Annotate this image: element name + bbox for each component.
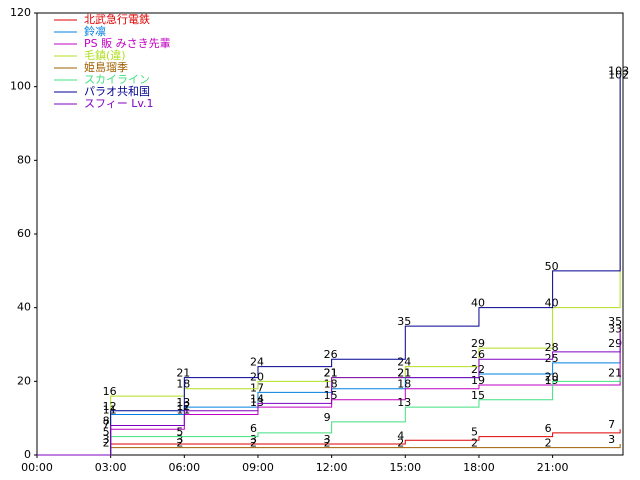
value-label: 4 <box>397 429 404 442</box>
legend-label: PS 販 みさき先輩 <box>84 36 171 50</box>
y-tick-label: 120 <box>10 6 31 19</box>
y-tick-label: 80 <box>17 153 31 166</box>
value-label: 3 <box>324 433 331 446</box>
value-label: 14 <box>250 392 264 405</box>
value-label: 3 <box>608 433 615 446</box>
y-tick-label: 60 <box>17 227 31 240</box>
y-tick-label: 100 <box>10 80 31 93</box>
value-label: 7 <box>608 418 615 431</box>
value-label: 26 <box>324 348 338 361</box>
legend-label: パラオ共和国 <box>84 85 150 98</box>
value-label: 2 <box>324 437 331 450</box>
value-label: 20 <box>545 370 559 383</box>
value-label: 2 <box>545 437 552 450</box>
series-line <box>37 75 621 456</box>
value-label: 13 <box>250 396 264 409</box>
value-label: 18 <box>397 378 411 391</box>
series-line <box>37 333 621 456</box>
y-tick-label: 0 <box>24 448 31 461</box>
x-tick-label: 06:00 <box>168 461 200 474</box>
value-label: 12 <box>176 400 190 413</box>
value-label: 5 <box>176 426 183 439</box>
value-label: 21 <box>324 367 338 380</box>
value-label: 21 <box>176 367 190 380</box>
value-label: 5 <box>103 426 110 439</box>
x-tick-label: 03:00 <box>95 461 127 474</box>
value-label: 40 <box>471 297 485 310</box>
legend-label: 鈴凛 <box>84 24 106 38</box>
value-label: 3 <box>176 433 183 446</box>
value-label: 6 <box>250 422 257 435</box>
value-label: 3 <box>103 433 110 446</box>
x-tick-label: 15:00 <box>389 461 421 474</box>
value-label: 13 <box>176 396 190 409</box>
value-label: 5 <box>471 426 478 439</box>
value-label: 6 <box>545 422 552 435</box>
value-label: 8 <box>103 415 110 428</box>
value-label: 15 <box>324 389 338 402</box>
x-tick-label: 21:00 <box>537 461 569 474</box>
x-tick-label: 09:00 <box>242 461 274 474</box>
value-label: 50 <box>545 260 559 273</box>
value-label: 103 <box>608 65 629 78</box>
value-label: 2 <box>176 437 183 450</box>
value-label: 21 <box>608 367 622 380</box>
x-tick-label: 18:00 <box>463 461 495 474</box>
value-label: 21 <box>324 367 338 380</box>
legend-label: 毛鎮(違) <box>84 48 126 62</box>
value-label: 11 <box>103 403 117 416</box>
legend-label: スフィー Lv.1 <box>84 97 154 110</box>
legend-label: 姫島瑠季 <box>84 60 128 74</box>
value-label: 19 <box>545 374 559 387</box>
value-label: 29 <box>471 337 485 350</box>
value-label: 9 <box>324 411 331 424</box>
value-label: 25 <box>545 352 559 365</box>
value-label: 35 <box>608 315 622 328</box>
value-label: 2 <box>397 437 404 450</box>
value-label: 35 <box>397 315 411 328</box>
value-label: 28 <box>545 341 559 354</box>
value-label: 18 <box>176 378 190 391</box>
value-label: 2 <box>471 437 478 450</box>
value-label: 102 <box>608 68 629 81</box>
value-label: 3 <box>250 433 257 446</box>
value-label: 19 <box>471 374 485 387</box>
value-label: 2 <box>103 437 110 450</box>
value-label: 13 <box>397 396 411 409</box>
value-label: 20 <box>250 370 264 383</box>
value-label: 12 <box>103 400 117 413</box>
x-tick-label: 12:00 <box>316 461 348 474</box>
value-label: 7 <box>103 418 110 431</box>
value-label: 24 <box>250 356 264 369</box>
value-label: 11 <box>176 403 190 416</box>
value-label: 15 <box>471 389 485 402</box>
series-line <box>37 377 621 456</box>
value-label: 2 <box>250 437 257 450</box>
value-label: 33 <box>608 322 622 335</box>
series-line <box>37 429 621 456</box>
y-tick-label: 40 <box>17 301 31 314</box>
value-label: 21 <box>397 367 411 380</box>
x-tick-label: 00:00 <box>21 461 53 474</box>
value-label: 21 <box>397 367 411 380</box>
value-label: 16 <box>103 385 117 398</box>
value-label: 17 <box>250 381 264 394</box>
value-label: 40 <box>545 297 559 310</box>
value-label: 29 <box>608 337 622 350</box>
value-label: 26 <box>471 348 485 361</box>
legend-label: スカイライン <box>84 73 150 86</box>
y-tick-label: 20 <box>17 374 31 387</box>
legend-label: 北武急行電鉄 <box>84 12 150 26</box>
